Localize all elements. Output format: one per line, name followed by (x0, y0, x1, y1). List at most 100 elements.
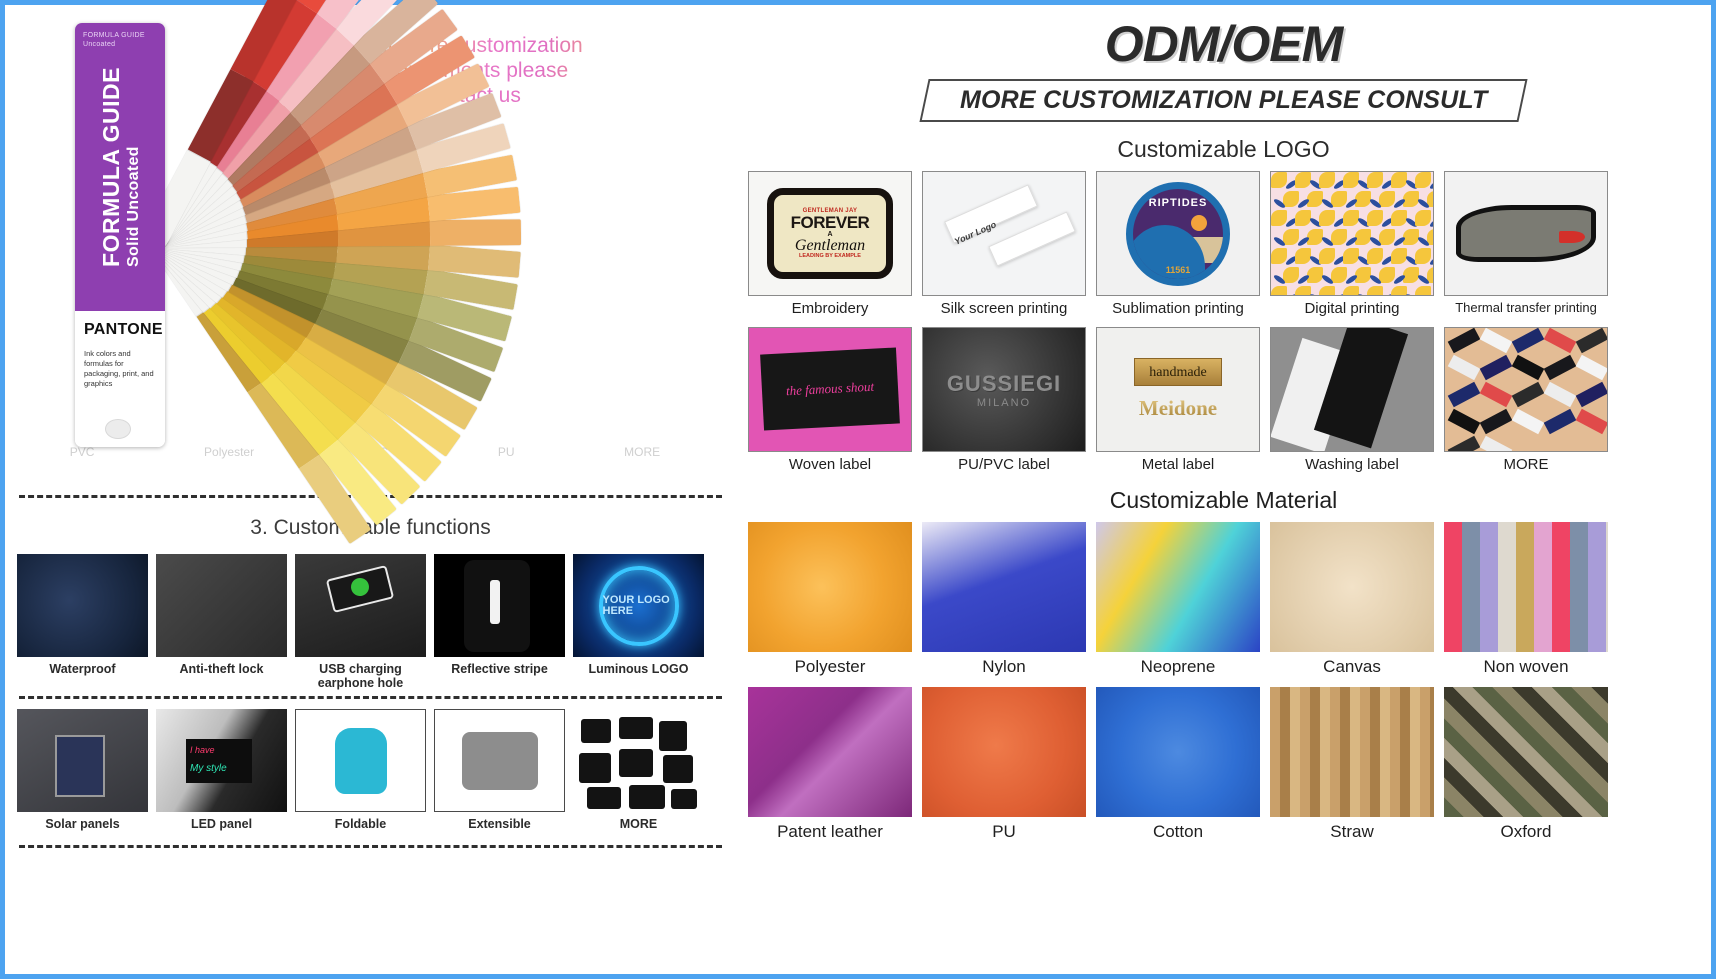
guide-title-line2: Solid Uncoated (124, 146, 142, 267)
function-item[interactable]: I have My style LED panel (156, 709, 287, 831)
material-item[interactable]: PU (922, 687, 1086, 842)
woven-label-icon: the famous shout (748, 327, 912, 452)
guide-top-line2: Uncoated (83, 41, 116, 48)
more-bags-icon (573, 709, 704, 812)
left-column: FORMULA GUIDE Uncoated FORMULA GUIDE Sol… (5, 0, 736, 974)
embroidery-top-text: GENTLEMAN JAY (802, 207, 858, 214)
function-item[interactable]: Waterproof (17, 554, 148, 690)
material-label: Neoprene (1140, 657, 1216, 676)
cotton-swatch-icon (1096, 687, 1260, 817)
led-text-line2: My style (190, 763, 227, 774)
logo-row-2: the famous shout Woven label GUSSIEGI MI… (736, 317, 1711, 473)
logo-label: Woven label (788, 456, 872, 473)
extensible-bag-icon (434, 709, 565, 812)
patent-leather-swatch-icon (748, 687, 912, 817)
functions-row-1: Waterproof Anti-theft lock USB charging … (5, 554, 736, 696)
material-item[interactable]: Canvas (1270, 522, 1434, 677)
metal-label-icon: handmade Meidone (1096, 327, 1260, 452)
nylon-swatch-icon (922, 522, 1086, 652)
sublimation-badge-icon: RIPTIDES 11561 (1096, 171, 1260, 296)
material-item[interactable]: Cotton (1096, 687, 1260, 842)
function-item[interactable]: YOUR LOGO HERE Luminous LOGO (573, 554, 704, 690)
function-item[interactable]: Anti-theft lock (156, 554, 287, 690)
material-item[interactable]: Oxford (1444, 687, 1608, 842)
sublimation-top-text: RIPTIDES (1148, 196, 1208, 209)
material-label: Polyester (794, 657, 866, 676)
function-item[interactable]: Foldable (295, 709, 426, 831)
function-label: USB charging earphone hole (317, 662, 404, 690)
guide-top-line1: FORMULA GUIDE (83, 32, 145, 39)
canvas-swatch-icon (1270, 522, 1434, 652)
function-item[interactable]: Reflective stripe (434, 554, 565, 690)
logo-label: Washing label (1305, 456, 1399, 473)
woven-text: the famous shout (785, 379, 875, 399)
logo-item[interactable]: the famous shout Woven label (748, 327, 912, 473)
foldable-backpack-icon (295, 709, 426, 812)
non-woven-swatch-icon (1444, 522, 1608, 652)
solar-panel-icon (17, 709, 148, 812)
embroidery-main-text: FOREVER (790, 212, 870, 232)
logo-label: Thermal transfer printing (1455, 300, 1597, 315)
function-item[interactable]: USB charging earphone hole (295, 554, 426, 690)
embroidery-patch-icon: GENTLEMAN JAY FOREVER A Gentleman LEADIN… (748, 171, 912, 296)
material-label: Nylon (982, 657, 1026, 676)
guide-purple-panel: FORMULA GUIDE Uncoated FORMULA GUIDE Sol… (75, 23, 165, 311)
material-item[interactable]: Nylon (922, 522, 1086, 677)
material-item[interactable]: Neoprene (1096, 522, 1260, 677)
function-item[interactable]: MORE (573, 709, 704, 831)
thermal-transfer-crocodile-icon (1444, 171, 1608, 296)
neoprene-swatch-icon (1096, 522, 1260, 652)
function-label: LED panel (190, 817, 253, 831)
luminous-logo-text: YOUR LOGO HERE (602, 593, 670, 617)
logo-item[interactable]: MORE (1444, 327, 1608, 473)
pantone-brand-label: PANTONE (84, 321, 163, 338)
more-labels-icon (1444, 327, 1608, 452)
logo-item[interactable]: GUSSIEGI MILANO PU/PVC label (922, 327, 1086, 473)
function-label: Luminous LOGO (588, 662, 689, 676)
logo-item[interactable]: Your Logo Silk screen printing (922, 171, 1086, 317)
logo-label: Silk screen printing (940, 300, 1068, 317)
material-item[interactable]: Straw (1270, 687, 1434, 842)
pu-pvc-sub-text: MILANO (976, 396, 1032, 409)
embroidery-bottom-text: LEADING BY EXAMPLE (799, 252, 861, 259)
function-label: MORE (619, 817, 658, 831)
sublimation-bottom-text: 11561 (1165, 264, 1191, 275)
pu-swatch-icon (922, 687, 1086, 817)
faded-label: Polyester (204, 445, 255, 459)
logo-label: Embroidery (791, 300, 869, 317)
logo-item[interactable]: Digital printing (1270, 171, 1434, 317)
led-text-line1: I have (190, 745, 215, 755)
oxford-swatch-icon (1444, 687, 1608, 817)
logo-item[interactable]: Thermal transfer printing (1444, 171, 1608, 317)
logo-item[interactable]: handmade Meidone Metal label (1096, 327, 1260, 473)
material-item[interactable]: Non woven (1444, 522, 1608, 677)
page-title: ODM/OEM (1104, 16, 1343, 72)
functions-row-2: Solar panels I have My style LED panel F… (5, 699, 736, 837)
pu-pvc-main-text: GUSSIEGI (946, 370, 1062, 396)
pantone-color-guide-block: FORMULA GUIDE Uncoated FORMULA GUIDE Sol… (5, 0, 736, 545)
function-label: Solar panels (45, 817, 120, 831)
function-label: Foldable (334, 817, 387, 831)
right-column: ODM/OEM MORE CUSTOMIZATION PLEASE CONSUL… (736, 5, 1711, 974)
logo-label: MORE (1503, 456, 1549, 473)
usb-charging-icon (295, 554, 426, 657)
material-label: Non woven (1483, 657, 1569, 676)
embroidery-a-text: A (827, 230, 833, 238)
faded-label: PU (497, 445, 515, 459)
guide-white-panel: PANTONE Ink colors and formulas for pack… (75, 311, 165, 447)
pu-pvc-label-icon: GUSSIEGI MILANO (922, 327, 1086, 452)
logo-label: Metal label (1141, 456, 1215, 473)
logo-item[interactable]: RIPTIDES 11561 Sublimation printing (1096, 171, 1260, 317)
pantone-formula-guide-card: FORMULA GUIDE Uncoated FORMULA GUIDE Sol… (75, 23, 165, 447)
logo-item[interactable]: GENTLEMAN JAY FOREVER A Gentleman LEADIN… (748, 171, 912, 317)
logo-item[interactable]: Washing label (1270, 327, 1434, 473)
function-item[interactable]: Solar panels (17, 709, 148, 831)
function-item[interactable]: Extensible (434, 709, 565, 831)
material-label: Cotton (1152, 822, 1204, 841)
banner-wrap: MORE CUSTOMIZATION PLEASE CONSULT (736, 79, 1711, 122)
waterproof-fabric-icon (17, 554, 148, 657)
material-item[interactable]: Polyester (748, 522, 912, 677)
tsa-lock-icon (156, 554, 287, 657)
material-item[interactable]: Patent leather (748, 687, 912, 842)
